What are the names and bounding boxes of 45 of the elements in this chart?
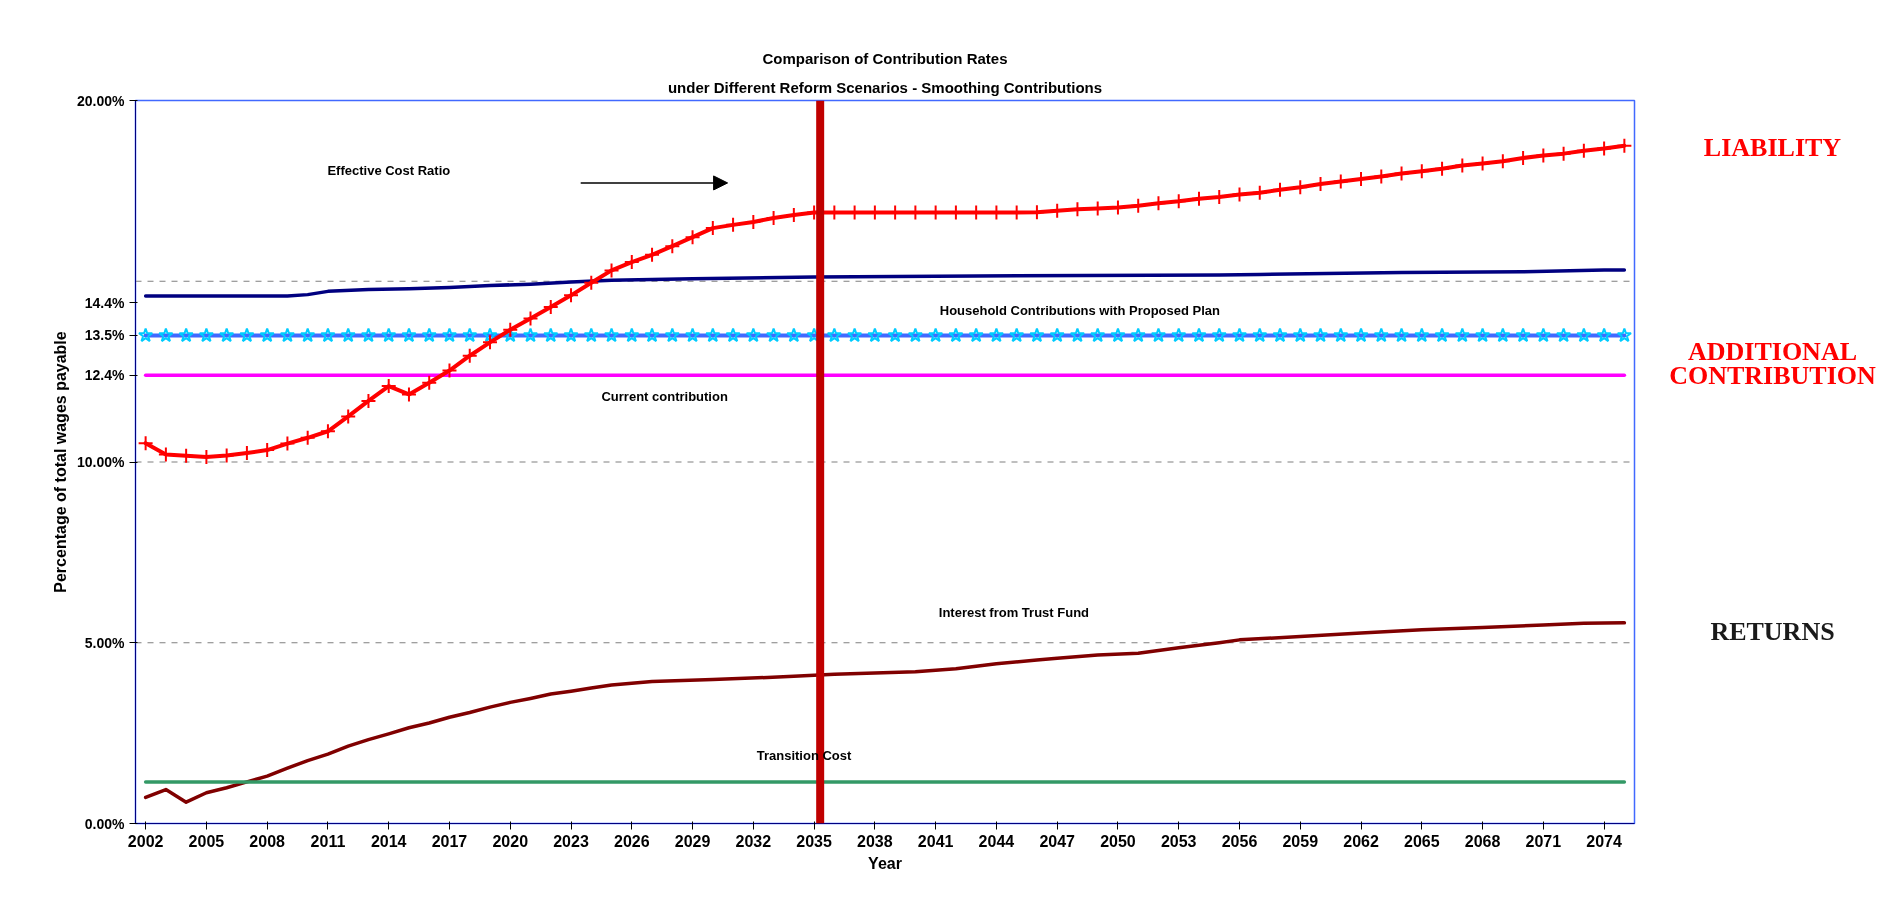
x-tick-label: 2002 (127, 832, 164, 850)
y-tick-label: 12.4% (84, 367, 126, 384)
x-tick-label: 2023 (553, 832, 589, 850)
x-tick-label: 2041 (917, 832, 954, 850)
series-label: Household Contributions with Proposed Plan (939, 303, 1221, 319)
x-tick-label: 2056 (1221, 832, 1258, 850)
y-tick-label: 0.00% (84, 815, 126, 832)
x-tick-label: 2047 (1039, 832, 1076, 850)
x-tick-label: 2008 (249, 832, 286, 850)
x-tick-label: 2035 (796, 832, 832, 850)
text: RETURNS (1710, 617, 1835, 647)
x-tick-label: 2068 (1464, 832, 1501, 850)
x-tick-label: 2065 (1404, 832, 1440, 850)
x-tick-label: 2062 (1343, 832, 1379, 850)
y-tick-label: 10.00% (77, 454, 126, 470)
x-tick-label: 2032 (735, 832, 772, 850)
line-series (143, 621, 1627, 804)
x-tick-label: 2059 (1282, 832, 1319, 850)
x-tick-label: 2050 (1100, 832, 1136, 850)
x-tick-label: 2029 (674, 832, 711, 850)
text: LIABILITY (1703, 132, 1842, 162)
x-axis-title: Year (868, 854, 902, 872)
x-tick-label: 2011 (310, 832, 346, 850)
x-tick-label: 2044 (978, 832, 1015, 850)
x-tick-label: 2074 (1586, 832, 1623, 850)
x-tick-label: 2014 (370, 832, 407, 850)
x-tick-label: 2053 (1160, 832, 1197, 850)
chart-title: Comparison of Contribution Rates (762, 49, 1008, 67)
y-axis-title: Percentage of total wages payable (52, 331, 70, 593)
y-tick-label: 14.4% (84, 294, 126, 311)
x-tick-label: 2038 (857, 832, 893, 850)
line-series (143, 268, 1627, 298)
annotation: Effective Cost Ratio (327, 163, 451, 179)
x-tick-label: 2017 (431, 832, 468, 850)
x-tick-label: 2005 (188, 832, 225, 850)
x-tick-label: 2026 (613, 832, 650, 850)
y-tick-label: 5.00% (84, 634, 126, 651)
y-tick-label: 13.5% (84, 327, 126, 344)
x-tick-label: 2020 (492, 832, 529, 850)
text: ADDITIONAL CONTRIBUTION (1669, 337, 1877, 391)
text: Interest from Trust Fund (938, 604, 1090, 620)
x-tick-label: 2071 (1525, 832, 1562, 850)
y-tick-label: 20.00% (77, 92, 126, 109)
chart-subtitle: under Different Reform Scenarios - Smoothing Contributions (667, 78, 1103, 96)
series-label: Current contribution (601, 388, 728, 404)
